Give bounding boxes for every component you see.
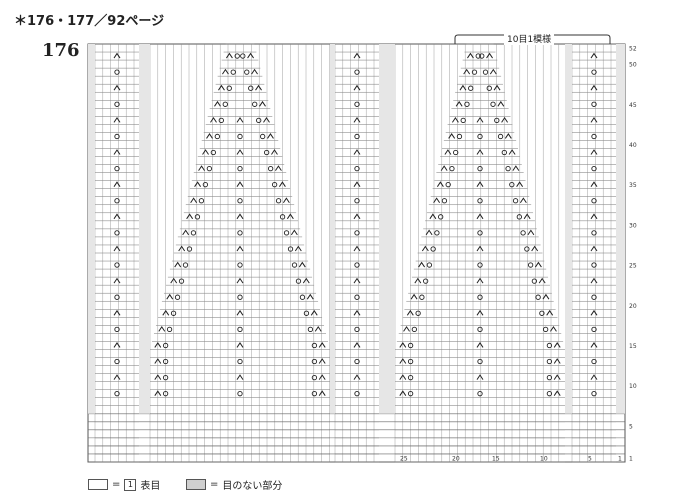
legend-eq-1: =: [112, 479, 121, 490]
row-number: 1: [629, 455, 633, 462]
legend-knit: = 1 表目: [88, 477, 160, 492]
legend-swatch-gray: [186, 479, 206, 490]
legend-text-no-stitch: 目のない部分: [222, 481, 283, 492]
row-number: 5: [629, 423, 633, 430]
chart-number: 176: [42, 40, 80, 61]
legend-swatch-white: [88, 479, 108, 490]
row-number: 45: [629, 102, 637, 109]
row-number: 52: [629, 46, 637, 53]
stitch-number: 15: [492, 456, 500, 463]
row-number: 50: [629, 62, 637, 69]
stitch-number: 10: [540, 456, 548, 463]
page-reference: ＊176・177／92ページ: [14, 14, 165, 29]
stitch-number: 20: [452, 456, 460, 463]
row-number: 25: [629, 263, 637, 270]
row-number: 20: [629, 303, 637, 310]
row-number: 10: [629, 383, 637, 390]
stitch-number: 5: [588, 456, 592, 463]
legend-eq-2: =: [210, 479, 219, 490]
row-number: 15: [629, 343, 637, 350]
legend-no-stitch: = 目のない部分: [186, 477, 282, 492]
row-number: 35: [629, 182, 637, 189]
stitch-number: 25: [400, 456, 408, 463]
repeat-label: 10目1模様: [504, 32, 555, 45]
legend-text-knit: 表目: [140, 481, 161, 492]
row-number: 30: [629, 222, 637, 229]
row-number: 40: [629, 142, 637, 149]
knit-symbol-icon: 1: [124, 478, 137, 491]
stitch-number: 1: [618, 456, 622, 463]
